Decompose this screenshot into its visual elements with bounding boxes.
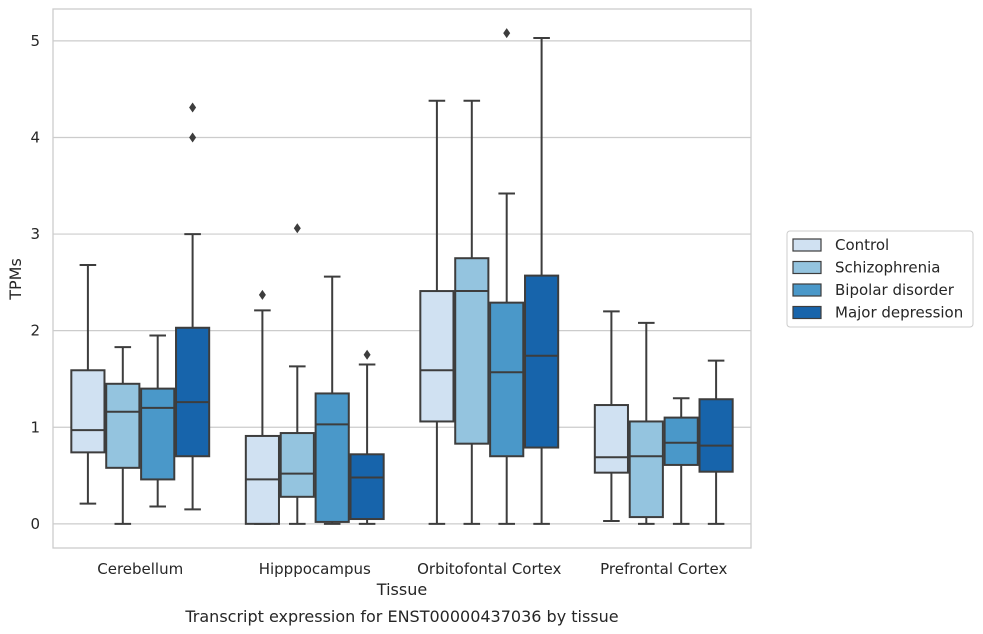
y-tick-label: 1: [30, 418, 40, 436]
box-iqr: [349, 453, 385, 521]
box-3-1: [628, 321, 664, 525]
box-iqr: [419, 290, 455, 423]
legend-swatch: [792, 283, 822, 297]
box-3-0: [593, 310, 629, 522]
legend-swatch: [792, 305, 822, 320]
box-iqr: [140, 387, 176, 481]
legend-label: Control: [835, 236, 889, 254]
legend-swatch: [792, 238, 822, 252]
legend-swatch: [792, 260, 822, 275]
box-iqr: [279, 432, 315, 498]
outlier-point: [363, 349, 371, 360]
outlier-point: [189, 132, 197, 143]
boxes: [70, 28, 734, 525]
y-axis: 0 1 2 3 4 5: [30, 32, 40, 533]
box-iqr: [489, 301, 525, 458]
x-tick-label: Prefrontal Cortex: [600, 560, 727, 578]
box-iqr: [314, 392, 350, 523]
box-1-3: [349, 349, 385, 525]
box-iqr: [105, 382, 141, 469]
box-0-0: [70, 263, 106, 505]
legend-items: Control Schizophrenia Bipolar disorder Majo…: [792, 236, 963, 322]
box-2-3: [524, 36, 560, 525]
box-1-1: [279, 223, 315, 525]
box-0-2: [140, 334, 176, 508]
box-1-0: [244, 289, 280, 525]
outlier-point: [189, 102, 197, 113]
box-iqr: [628, 420, 664, 519]
legend-label: Schizophrenia: [835, 259, 940, 277]
y-tick-label: 4: [30, 128, 40, 146]
box-3-3: [698, 359, 734, 525]
outlier-point: [503, 28, 511, 39]
y-tick-label: 3: [30, 225, 40, 243]
box-iqr: [70, 369, 106, 454]
legend-frame: [786, 230, 974, 328]
box-2-0: [419, 99, 455, 525]
box-iqr: [175, 326, 211, 458]
box-0-3: [175, 102, 211, 511]
x-tick-label: Cerebellum: [97, 560, 183, 578]
y-axis-title: TPMs: [6, 258, 25, 301]
box-iqr: [593, 404, 629, 474]
outlier-point: [258, 289, 266, 300]
y-tick-label: 0: [30, 515, 40, 533]
legend-label: Major depression: [835, 304, 963, 322]
box-iqr: [524, 274, 560, 449]
x-axis: Cerebellum Hipppocampus Orbitofontal Corte…: [97, 560, 727, 578]
box-0-1: [105, 346, 141, 525]
chart-caption: Transcript expression for ENST0000043703…: [184, 607, 618, 626]
y-tick-label: 5: [30, 32, 40, 50]
y-tick-label: 2: [30, 322, 40, 340]
outlier-point: [293, 223, 301, 234]
x-tick-label: Orbitofontal Cortex: [417, 560, 561, 578]
box-2-1: [454, 99, 490, 525]
legend: Control Schizophrenia Bipolar disorder Majo…: [786, 230, 974, 328]
x-tick-label: Hipppocampus: [259, 560, 371, 578]
box-3-2: [663, 397, 699, 525]
box-iqr: [663, 416, 699, 466]
box-1-2: [314, 275, 350, 525]
box-iqr: [698, 398, 734, 473]
box-2-2: [489, 28, 525, 525]
x-axis-title: Tissue: [376, 580, 427, 599]
box-iqr: [454, 257, 490, 445]
legend-label: Bipolar disorder: [835, 281, 955, 299]
